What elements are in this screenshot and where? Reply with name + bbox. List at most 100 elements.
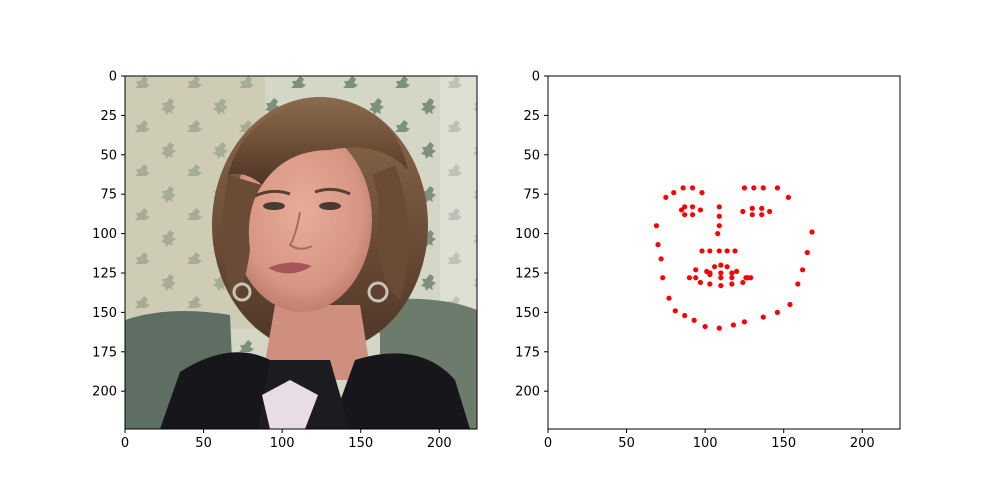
landmark-point — [699, 248, 705, 254]
left-ytick-label: 200 — [92, 385, 117, 400]
landmark-point — [785, 194, 792, 200]
landmark-point — [740, 208, 746, 215]
landmark-point — [730, 322, 737, 328]
landmark-point — [749, 212, 755, 218]
left-ytick-label: 25 — [100, 109, 117, 124]
landmark-point — [760, 314, 766, 320]
right-xtick-label: 150 — [771, 436, 796, 451]
landmark-point — [715, 230, 721, 237]
landmark-point — [760, 185, 766, 191]
landmark-point — [741, 185, 748, 191]
left-ytick-label: 75 — [100, 188, 117, 203]
landmark-point — [663, 194, 669, 200]
landmark-point — [774, 309, 781, 315]
landmark-point — [774, 185, 781, 191]
right-axes-ticks: 0 50 100 150 200 0 25 50 75 100 125 150 175 200 — [515, 70, 875, 452]
right-ytick-label: 200 — [515, 385, 540, 400]
landmark-point — [804, 249, 810, 256]
landmark-point — [718, 275, 724, 281]
face-image-panel: 0 50 100 150 200 0 25 50 75 100 125 150 175 200 — [92, 70, 478, 452]
landmark-point — [707, 281, 713, 287]
landmark-point — [707, 271, 713, 278]
landmark-point — [751, 185, 757, 191]
right-ytick-label: 175 — [515, 345, 540, 360]
landmark-point — [691, 317, 697, 323]
landmark-point — [671, 190, 677, 196]
landmark-point — [740, 279, 746, 286]
landmarks-panel: 0 50 100 150 200 0 25 50 75 100 125 150 175 200 — [515, 70, 901, 452]
left-xtick-label: 50 — [195, 436, 212, 451]
left-axes-ticks: 0 50 100 150 200 0 25 50 75 100 125 150 175 200 — [92, 70, 452, 452]
left-xtick-label: 100 — [270, 436, 295, 451]
landmark-point — [716, 248, 722, 254]
landmark-point — [682, 212, 688, 218]
landmark-points — [653, 185, 815, 331]
landmark-point — [716, 325, 722, 331]
landmark-point — [658, 256, 664, 262]
landmark-point — [716, 223, 722, 229]
landmark-point — [733, 268, 740, 275]
landmark-point — [672, 308, 678, 314]
right-ytick-label: 25 — [523, 109, 540, 124]
landmark-point — [787, 301, 793, 308]
landmark-point — [795, 281, 801, 287]
right-ytick-label: 100 — [515, 227, 540, 242]
left-xtick-label: 0 — [121, 436, 129, 451]
landmark-point — [680, 185, 686, 191]
landmark-point — [660, 275, 666, 281]
landmark-point — [744, 275, 751, 281]
landmark-point — [718, 282, 724, 289]
right-xtick-label: 200 — [850, 436, 875, 451]
right-ytick-label: 75 — [523, 188, 540, 203]
landmark-point — [809, 229, 815, 235]
landmark-point — [693, 267, 699, 273]
landmark-point — [655, 242, 661, 248]
landmark-point — [702, 323, 708, 330]
landmark-point — [653, 223, 660, 229]
landmark-point — [749, 205, 755, 211]
left-ytick-label: 150 — [92, 306, 117, 321]
landmark-point — [678, 207, 685, 213]
landmark-point — [759, 212, 765, 218]
landmark-point — [716, 213, 722, 219]
face-photo — [125, 76, 477, 429]
landmark-point — [707, 248, 713, 254]
landmark-point — [718, 262, 724, 268]
left-ytick-label: 125 — [92, 266, 117, 281]
left-xtick-label: 200 — [427, 436, 452, 451]
landmark-point — [689, 185, 696, 191]
left-ytick-label: 175 — [92, 345, 117, 360]
right-ytick-label: 50 — [523, 148, 540, 163]
landmark-point — [682, 204, 688, 210]
landmark-point — [697, 207, 704, 213]
landmark-point — [689, 212, 696, 218]
landmark-point — [686, 275, 693, 281]
right-ytick-label: 0 — [532, 70, 540, 85]
right-xtick-label: 0 — [544, 436, 552, 451]
landmark-point — [689, 204, 696, 210]
landmark-point — [729, 270, 735, 276]
landmark-point — [766, 208, 773, 215]
right-ytick-label: 150 — [515, 306, 540, 321]
landmark-point — [724, 264, 730, 270]
right-xtick-label: 100 — [693, 436, 718, 451]
left-ytick-label: 50 — [100, 148, 117, 163]
landmark-point — [697, 279, 704, 286]
landmark-point — [718, 270, 724, 276]
landmark-point — [724, 248, 730, 254]
landmark-point — [682, 312, 688, 319]
landmark-point — [699, 190, 705, 196]
landmark-point — [693, 275, 699, 281]
left-ytick-label: 100 — [92, 227, 117, 242]
landmark-point — [759, 205, 765, 211]
landmark-point — [729, 275, 735, 281]
landmark-point — [741, 319, 748, 325]
landmark-point — [732, 248, 738, 254]
landmark-point — [729, 281, 735, 287]
right-ytick-label: 125 — [515, 266, 540, 281]
landmark-point — [799, 267, 806, 273]
left-xtick-label: 150 — [348, 436, 373, 451]
landmark-point — [666, 295, 672, 301]
right-xtick-label: 50 — [618, 436, 635, 451]
